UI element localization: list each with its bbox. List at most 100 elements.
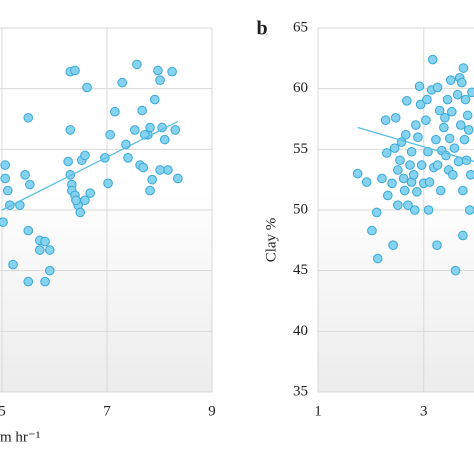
x-tick-label: 1 bbox=[314, 403, 322, 419]
point bbox=[23, 225, 34, 236]
point bbox=[163, 165, 173, 175]
point bbox=[413, 132, 423, 142]
point bbox=[458, 230, 468, 241]
y-tick-label: 55 bbox=[293, 141, 308, 157]
point bbox=[352, 168, 363, 179]
point bbox=[380, 115, 391, 126]
point bbox=[457, 77, 467, 88]
point bbox=[377, 173, 387, 184]
point bbox=[70, 65, 80, 76]
x-tick-label: 9 bbox=[208, 403, 216, 419]
point bbox=[2, 185, 13, 196]
point bbox=[137, 105, 147, 116]
point bbox=[464, 205, 474, 215]
point bbox=[147, 174, 157, 185]
point bbox=[123, 153, 133, 163]
point bbox=[0, 173, 10, 184]
point bbox=[416, 160, 427, 170]
point bbox=[440, 112, 450, 123]
point bbox=[432, 160, 443, 170]
point bbox=[71, 195, 81, 206]
point bbox=[458, 63, 469, 73]
point bbox=[439, 122, 449, 133]
point bbox=[466, 170, 474, 180]
point bbox=[132, 59, 142, 70]
point bbox=[448, 170, 458, 180]
point bbox=[138, 162, 149, 173]
point bbox=[40, 276, 50, 287]
y-tick-label: 45 bbox=[293, 262, 308, 278]
point bbox=[414, 81, 425, 92]
point bbox=[462, 110, 473, 121]
point bbox=[402, 96, 412, 106]
point bbox=[408, 170, 419, 180]
point bbox=[427, 54, 438, 65]
point bbox=[105, 129, 115, 140]
point bbox=[20, 170, 30, 180]
point bbox=[80, 195, 90, 206]
point bbox=[145, 185, 155, 196]
point bbox=[460, 94, 471, 105]
point bbox=[431, 134, 441, 145]
x-tick-label: 3 bbox=[420, 403, 428, 419]
point bbox=[170, 125, 181, 135]
point bbox=[450, 265, 461, 276]
point bbox=[393, 165, 403, 175]
point bbox=[398, 173, 409, 184]
point bbox=[432, 240, 442, 250]
point bbox=[395, 155, 405, 166]
point bbox=[44, 265, 55, 276]
panel-label: b bbox=[256, 18, 267, 40]
point bbox=[424, 177, 435, 187]
point bbox=[388, 240, 398, 250]
point bbox=[412, 187, 422, 197]
point bbox=[422, 94, 432, 105]
point bbox=[361, 177, 372, 187]
point bbox=[371, 207, 382, 218]
point bbox=[463, 125, 474, 135]
point bbox=[167, 66, 177, 77]
point bbox=[399, 185, 410, 196]
point bbox=[411, 120, 421, 130]
plot-area bbox=[0, 59, 183, 287]
point bbox=[103, 178, 113, 189]
point bbox=[35, 245, 45, 255]
plot-area bbox=[352, 54, 474, 276]
point bbox=[455, 120, 466, 130]
point bbox=[406, 146, 417, 157]
point bbox=[130, 125, 140, 135]
point bbox=[44, 245, 55, 255]
point bbox=[452, 89, 463, 100]
trend-line bbox=[357, 126, 474, 163]
point bbox=[8, 259, 18, 270]
point bbox=[423, 205, 434, 215]
point bbox=[442, 94, 453, 105]
point bbox=[403, 200, 413, 210]
point bbox=[0, 217, 8, 227]
point bbox=[0, 160, 10, 170]
point bbox=[367, 225, 377, 236]
point bbox=[40, 236, 50, 247]
point bbox=[449, 143, 460, 153]
x-tick-label: 5 bbox=[0, 403, 6, 419]
point bbox=[393, 200, 403, 210]
point bbox=[458, 185, 468, 196]
y-tick-label: 35 bbox=[293, 383, 308, 399]
point bbox=[372, 253, 383, 264]
point bbox=[415, 99, 426, 110]
point bbox=[65, 125, 76, 135]
y-tick-label: 65 bbox=[293, 19, 308, 35]
point bbox=[400, 129, 411, 140]
y-tick-label: 40 bbox=[293, 323, 308, 339]
point bbox=[63, 156, 73, 167]
point bbox=[159, 134, 170, 145]
point bbox=[173, 173, 183, 184]
point bbox=[25, 179, 35, 190]
point bbox=[387, 178, 397, 189]
point bbox=[390, 112, 401, 123]
point bbox=[155, 75, 165, 85]
point bbox=[444, 133, 455, 144]
point bbox=[23, 112, 34, 123]
